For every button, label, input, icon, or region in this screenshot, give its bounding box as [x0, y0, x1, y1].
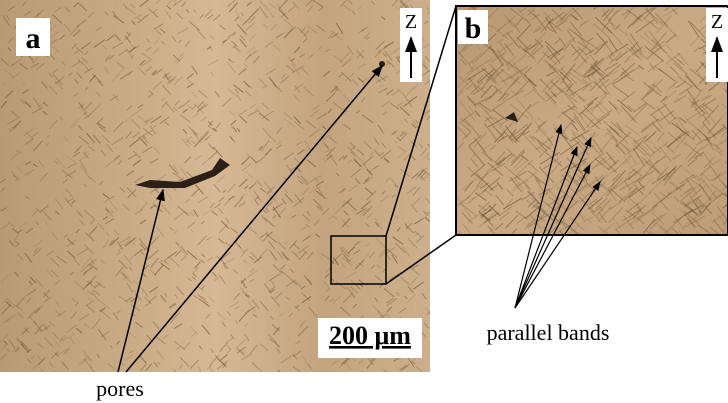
- figure: a b Z Z 200 μm pores parallel bands: [0, 0, 728, 403]
- texture: [362, 372, 371, 380]
- panel-label: b: [465, 12, 482, 45]
- texture: [200, 371, 206, 379]
- panel-label: a: [26, 22, 41, 55]
- annotation: pores: [96, 376, 144, 401]
- texture: [630, 234, 643, 251]
- scale-bar: 200 μm: [329, 321, 411, 350]
- texture: [429, 285, 437, 290]
- micrograph-b: [456, 0, 728, 252]
- page: a b Z Z 200 μm pores parallel bands (() …: [0, 0, 728, 403]
- axis-label: Z: [711, 11, 723, 33]
- texture: [553, 235, 566, 253]
- axis-label: Z: [405, 11, 417, 33]
- annotation: parallel bands: [487, 320, 610, 345]
- texture: [315, 372, 322, 377]
